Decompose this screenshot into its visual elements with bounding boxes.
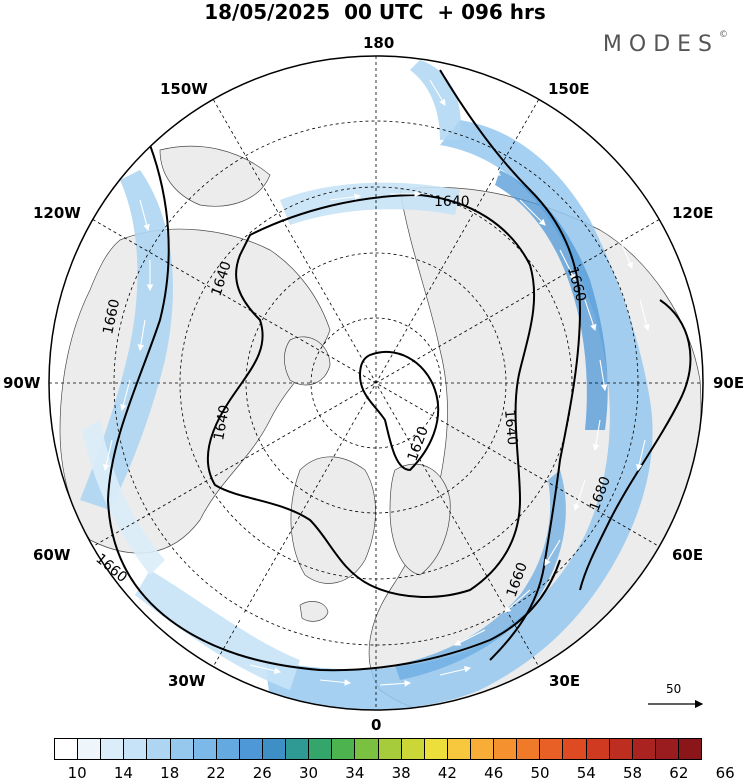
colorbar-tick-label: 14 xyxy=(113,764,133,782)
lon-label-90e: 90E xyxy=(713,374,745,392)
colorbar-cell xyxy=(378,739,402,759)
colorbar-cell xyxy=(124,739,148,759)
colorbar-cell xyxy=(101,739,125,759)
jet-pacific-north xyxy=(410,60,461,140)
shade-light-ring xyxy=(82,420,165,575)
lon-label-0: 0 xyxy=(371,716,382,734)
colorbar-cell xyxy=(632,739,656,759)
colorbar-cell xyxy=(447,739,471,759)
colorbar-cell xyxy=(55,739,79,759)
contour-label: 1640 xyxy=(434,194,470,210)
contour-1660-west xyxy=(106,144,561,672)
lon-label-90w: 90W xyxy=(3,374,41,392)
lon-label-60e: 60E xyxy=(672,546,704,564)
lon-label-120e: 120E xyxy=(672,204,714,222)
colorbar-cell xyxy=(355,739,379,759)
map-title: 18/05/2025 00 UTC + 096 hrs xyxy=(204,0,546,24)
colorbar-cell xyxy=(678,739,702,759)
colorbar-cell xyxy=(401,739,425,759)
colorbar-cell xyxy=(655,739,679,759)
colorbar-tick-label: 58 xyxy=(623,764,643,782)
jet-core-europe xyxy=(395,470,566,680)
lon-label-30e: 30E xyxy=(549,672,581,690)
colorbar-tick-label: 30 xyxy=(299,764,319,782)
colorbar-cell xyxy=(286,739,310,759)
contour-label: 1660 xyxy=(100,298,123,336)
graticule xyxy=(49,56,703,710)
colorbar-tick-label: 10 xyxy=(67,764,87,782)
colorbar-cell xyxy=(540,739,564,759)
colorbar-tick-label: 46 xyxy=(484,764,504,782)
colorbar-tick-label: 26 xyxy=(252,764,272,782)
wind-vectors xyxy=(103,79,650,687)
contour-1660-east xyxy=(439,69,582,661)
colorbar-cell xyxy=(147,739,171,759)
contour-label: 1640 xyxy=(211,404,233,442)
colorbar-tick-label: 54 xyxy=(576,764,596,782)
contour-1680 xyxy=(579,299,692,591)
land-scandinavia xyxy=(389,463,451,576)
colorbar-cell xyxy=(424,739,448,759)
lon-label-180: 180 xyxy=(363,34,395,52)
colorbar-tick-label: 34 xyxy=(345,764,365,782)
colorbar-tick-label: 62 xyxy=(669,764,689,782)
brand-text: MODES xyxy=(602,32,719,57)
colorbar-tick-label: 18 xyxy=(160,764,180,782)
colorbar-cell xyxy=(470,739,495,759)
modes-logo: MODES© xyxy=(602,30,728,57)
copyright-mark: © xyxy=(719,30,728,40)
lon-label-150e: 150E xyxy=(548,80,590,98)
colorbar-tick-label: 22 xyxy=(206,764,226,782)
jet-north-america xyxy=(80,170,173,510)
contour-1620 xyxy=(358,350,440,472)
colorbar-cell xyxy=(239,739,263,759)
colorbar-cell xyxy=(563,739,587,759)
contour-1640 xyxy=(206,193,536,598)
colorbar-cell xyxy=(332,739,356,759)
colorbar-cell xyxy=(586,739,610,759)
colorbar xyxy=(54,738,702,760)
lon-label-30w: 30W xyxy=(168,672,206,690)
colorbar-cell xyxy=(262,739,287,759)
colorbar-cell xyxy=(78,739,102,759)
lon-label-60w: 60W xyxy=(33,546,71,564)
wind-scale-label: 50 xyxy=(666,682,682,696)
colorbar-tick-label: 66 xyxy=(715,764,735,782)
colorbar-cell xyxy=(216,739,240,759)
land-arctic-islands xyxy=(284,336,331,386)
land-greenland xyxy=(290,456,376,584)
land-alaska xyxy=(159,145,271,207)
colorbar-cell xyxy=(170,739,194,759)
map-boundary xyxy=(48,55,704,711)
colorbar-cell xyxy=(517,739,541,759)
land-iceland xyxy=(299,601,329,622)
contour-label: 1640 xyxy=(501,409,520,446)
colorbar-tick-label: 50 xyxy=(530,764,550,782)
lon-label-150w: 150W xyxy=(160,80,208,98)
colorbar-cell xyxy=(193,739,217,759)
colorbar-cell xyxy=(309,739,333,759)
colorbar-tick-label: 42 xyxy=(437,764,457,782)
colorbar-cell xyxy=(609,739,633,759)
lon-label-120w: 120W xyxy=(33,204,81,222)
colorbar-cell xyxy=(494,739,518,759)
colorbar-tick-label: 38 xyxy=(391,764,411,782)
height-contours xyxy=(106,69,692,672)
